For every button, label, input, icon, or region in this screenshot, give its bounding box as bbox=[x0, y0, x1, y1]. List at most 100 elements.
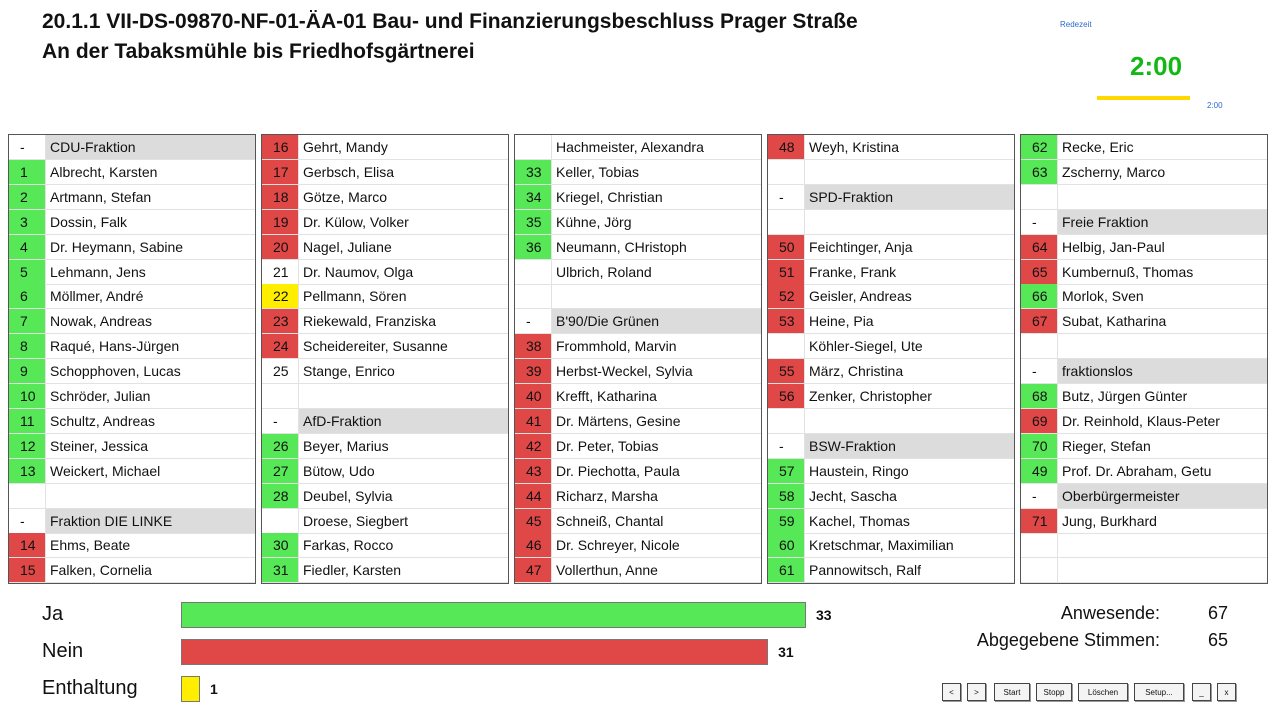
seat-number: 27 bbox=[262, 458, 299, 483]
member-name: Farkas, Rocco bbox=[303, 537, 394, 554]
control-button[interactable]: Stopp bbox=[1036, 683, 1072, 701]
seat-number: - bbox=[1021, 209, 1058, 234]
seat-row: 50 Feichtinger, Anja bbox=[768, 234, 1014, 260]
seat-row: 3 Dossin, Falk bbox=[9, 209, 255, 235]
group-row: - SPD-Fraktion bbox=[768, 184, 1014, 210]
seat-number: 24 bbox=[262, 334, 299, 359]
seat-row: 44 Richarz, Marsha bbox=[515, 483, 761, 509]
control-button[interactable]: Setup... bbox=[1134, 683, 1184, 701]
member-name: Pellmann, Sören bbox=[303, 288, 407, 305]
seat-number: 11 bbox=[9, 408, 46, 433]
seat-row: Hachmeister, Alexandra bbox=[515, 135, 761, 160]
control-button[interactable]: Start bbox=[994, 683, 1030, 701]
seat-number: 62 bbox=[1021, 135, 1058, 159]
seat-row: 15 Falken, Cornelia bbox=[9, 558, 255, 584]
control-button[interactable]: < bbox=[942, 683, 961, 701]
seat-number: - bbox=[768, 433, 805, 458]
seat-number: 40 bbox=[515, 384, 552, 408]
member-name: Franke, Frank bbox=[809, 263, 897, 280]
seat-row: 4 Dr. Heymann, Sabine bbox=[9, 234, 255, 260]
seat-row: 61 Pannowitsch, Ralf bbox=[768, 558, 1014, 584]
member-name: Dr. Peter, Tobias bbox=[556, 437, 659, 454]
seat-column: Hachmeister, Alexandra 33 Keller, Tobias 34… bbox=[514, 134, 762, 584]
seat-number bbox=[1021, 533, 1058, 558]
seat-row bbox=[1021, 533, 1267, 559]
seat-row: 58 Jecht, Sascha bbox=[768, 483, 1014, 509]
seat-number: 66 bbox=[1021, 284, 1058, 309]
seat-number: 22 bbox=[262, 284, 299, 309]
group-row: - CDU-Fraktion bbox=[9, 135, 255, 160]
member-name: Kriegel, Christian bbox=[556, 188, 663, 205]
seat-number: 9 bbox=[9, 359, 46, 384]
seat-number bbox=[1021, 184, 1058, 209]
member-name: Albrecht, Karsten bbox=[50, 163, 158, 180]
seat-number: 15 bbox=[9, 558, 46, 583]
seat-number: 48 bbox=[768, 135, 805, 159]
stat-label: Abgegebene Stimmen: bbox=[976, 630, 1160, 650]
seat-number: 38 bbox=[515, 334, 552, 359]
seat-number bbox=[768, 408, 805, 433]
seat-number: 56 bbox=[768, 384, 805, 408]
timer-label: Redezeit bbox=[1060, 20, 1092, 29]
seat-number: 44 bbox=[515, 483, 552, 508]
seat-row: Köhler-Siegel, Ute bbox=[768, 334, 1014, 360]
seat-column: 16 Gehrt, Mandy 17 Gerbsch, Elisa 18 Götze, M… bbox=[261, 134, 509, 584]
seat-number bbox=[768, 159, 805, 184]
seat-row: 62 Recke, Eric bbox=[1021, 135, 1267, 160]
vote-bar bbox=[181, 602, 807, 628]
seat-number bbox=[515, 259, 552, 284]
seat-row: 13 Weickert, Michael bbox=[9, 458, 255, 484]
seat-row bbox=[515, 284, 761, 310]
seat-row: 16 Gehrt, Mandy bbox=[262, 135, 508, 160]
seat-row: 20 Nagel, Juliane bbox=[262, 234, 508, 260]
control-button[interactable]: > bbox=[967, 683, 986, 701]
seat-row: 19 Dr. Külow, Volker bbox=[262, 209, 508, 235]
seat-row: 41 Dr. Märtens, Gesine bbox=[515, 408, 761, 434]
seat-row: 48 Weyh, Kristina bbox=[768, 135, 1014, 160]
member-name: Dr. Heymann, Sabine bbox=[50, 238, 184, 255]
member-name: Kumbernuß, Thomas bbox=[1062, 263, 1194, 280]
seat-number: 18 bbox=[262, 184, 299, 209]
member-name: Dr. Reinhold, Klaus-Peter bbox=[1062, 412, 1220, 429]
seat-row: Droese, Siegbert bbox=[262, 508, 508, 534]
seat-row: 1 Albrecht, Karsten bbox=[9, 159, 255, 185]
seat-number: 33 bbox=[515, 159, 552, 184]
group-name: Oberbürgermeister bbox=[1062, 487, 1180, 504]
control-button[interactable]: _ bbox=[1192, 683, 1211, 701]
member-name: Prof. Dr. Abraham, Getu bbox=[1062, 462, 1212, 479]
control-button[interactable]: Löschen bbox=[1078, 683, 1128, 701]
seat-row: 45 Schneiß, Chantal bbox=[515, 508, 761, 534]
member-name: Pannowitsch, Ralf bbox=[809, 562, 922, 579]
seat-row: 64 Helbig, Jan-Paul bbox=[1021, 234, 1267, 260]
seat-number: 51 bbox=[768, 259, 805, 284]
seat-number: 45 bbox=[515, 508, 552, 533]
seat-row bbox=[768, 159, 1014, 185]
seat-row: 67 Subat, Katharina bbox=[1021, 309, 1267, 335]
seat-row: 38 Frommhold, Marvin bbox=[515, 334, 761, 360]
seat-row: 66 Morlok, Sven bbox=[1021, 284, 1267, 310]
member-name: Riekewald, Franziska bbox=[303, 313, 437, 330]
seat-number: 55 bbox=[768, 359, 805, 384]
seat-row: 47 Vollerthun, Anne bbox=[515, 558, 761, 584]
seat-number: 6 bbox=[9, 284, 46, 309]
member-name: Neumann, CHristoph bbox=[556, 238, 687, 255]
member-name: Falken, Cornelia bbox=[50, 562, 152, 579]
member-name: Nagel, Juliane bbox=[303, 238, 392, 255]
seat-row: 9 Schopphoven, Lucas bbox=[9, 359, 255, 385]
member-name: Feichtinger, Anja bbox=[809, 238, 913, 255]
member-name: Recke, Eric bbox=[1062, 139, 1134, 155]
seat-row: 21 Dr. Naumov, Olga bbox=[262, 259, 508, 285]
seat-number: 39 bbox=[515, 359, 552, 384]
control-button[interactable]: x bbox=[1217, 683, 1236, 701]
timer-small: 2:00 bbox=[1207, 101, 1223, 110]
seat-number: 57 bbox=[768, 458, 805, 483]
seat-row: 65 Kumbernuß, Thomas bbox=[1021, 259, 1267, 285]
seat-row: 56 Zenker, Christopher bbox=[768, 384, 1014, 409]
seat-number: 30 bbox=[262, 533, 299, 558]
seat-row: 5 Lehmann, Jens bbox=[9, 259, 255, 285]
seat-number: 63 bbox=[1021, 159, 1058, 184]
seat-number: - bbox=[9, 135, 46, 159]
seat-number: 26 bbox=[262, 433, 299, 458]
seat-number: 64 bbox=[1021, 234, 1058, 259]
